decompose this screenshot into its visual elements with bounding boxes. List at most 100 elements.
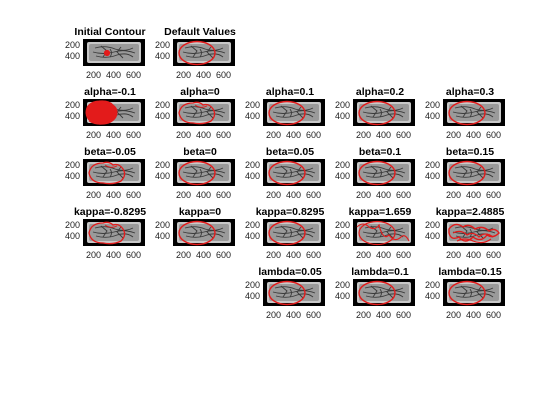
active-contour	[268, 100, 306, 126]
panel: kappa=1.659 200 400 200 400 600	[330, 206, 430, 274]
panel-title: beta=-0.05	[84, 146, 136, 158]
y-tick-label: 400	[154, 231, 170, 241]
object-texture	[272, 225, 316, 239]
active-contour	[268, 220, 306, 246]
object-texture	[272, 285, 316, 299]
panel: alpha=0.3 200 400 200 400 600	[420, 86, 520, 154]
panel-image	[173, 39, 235, 66]
object-texture	[272, 165, 316, 179]
object-texture	[182, 45, 226, 59]
x-tick-label: 200	[266, 310, 282, 320]
contour-image	[83, 39, 145, 66]
x-tick-label: 200	[356, 250, 372, 260]
x-tick-label: 600	[216, 190, 232, 200]
active-contour	[85, 100, 118, 125]
active-contour	[88, 221, 126, 245]
x-tick-label: 400	[376, 250, 392, 260]
x-tick-label: 600	[396, 250, 412, 260]
contour-image	[353, 219, 415, 246]
active-contour	[358, 100, 396, 126]
active-contour	[448, 100, 486, 126]
y-tick-label: 400	[244, 291, 260, 301]
contour-image	[83, 219, 145, 246]
active-contour	[448, 280, 486, 306]
panel: beta=0 200 400 200 400 600	[150, 146, 250, 214]
panel-title: kappa=0.8295	[255, 206, 325, 218]
x-tick-label: 600	[396, 190, 412, 200]
y-tick-label: 200	[334, 220, 350, 230]
object-texture	[92, 225, 136, 239]
x-tick-label: 200	[266, 130, 282, 140]
y-tick-label: 200	[154, 220, 170, 230]
x-tick-label: 600	[486, 130, 502, 140]
x-tick-label: 600	[216, 250, 232, 260]
y-tick-label: 200	[424, 160, 440, 170]
panel: kappa=-0.8295 200 400 200 400 600	[60, 206, 160, 274]
x-tick-label: 200	[446, 310, 462, 320]
panel-image	[83, 39, 145, 66]
panel-title: alpha=-0.1	[84, 86, 136, 98]
panel: alpha=0.2 200 400 200 400 600	[330, 86, 430, 154]
panel-image	[173, 159, 235, 186]
panel-image	[353, 99, 415, 126]
panel-title: alpha=0.1	[265, 86, 315, 98]
x-tick-label: 200	[176, 190, 192, 200]
y-tick-label: 400	[154, 111, 170, 121]
panel-image	[263, 279, 325, 306]
panel-image	[353, 159, 415, 186]
panel: beta=0.15 200 400 200 400 600	[420, 146, 520, 214]
panel: lambda=0.05 200 400 200 400 600	[240, 266, 340, 334]
x-tick-label: 600	[396, 130, 412, 140]
panel-image	[173, 99, 235, 126]
x-tick-label: 600	[396, 310, 412, 320]
x-tick-label: 200	[446, 250, 462, 260]
y-tick-label: 200	[334, 100, 350, 110]
x-tick-label: 200	[176, 250, 192, 260]
y-tick-label: 200	[424, 100, 440, 110]
x-tick-label: 400	[376, 130, 392, 140]
panel-title: lambda=0.05	[258, 266, 322, 278]
x-tick-label: 200	[86, 250, 102, 260]
x-tick-label: 600	[126, 70, 142, 80]
y-tick-label: 200	[334, 280, 350, 290]
x-tick-label: 600	[306, 250, 322, 260]
x-tick-label: 200	[356, 130, 372, 140]
panel-image	[83, 159, 145, 186]
object-texture	[182, 105, 226, 119]
x-tick-label: 400	[466, 130, 482, 140]
object-texture	[362, 285, 406, 299]
contour-image	[263, 99, 325, 126]
panel: lambda=0.15 200 400 200 400 600	[420, 266, 520, 334]
panel-title: beta=0.15	[445, 146, 495, 158]
panel: kappa=0 200 400 200 400 600	[150, 206, 250, 274]
y-tick-label: 400	[154, 51, 170, 61]
x-tick-label: 200	[86, 130, 102, 140]
y-tick-label: 200	[64, 40, 80, 50]
panel-title: kappa=-0.8295	[73, 206, 147, 218]
contour-image	[263, 159, 325, 186]
x-tick-label: 400	[106, 250, 122, 260]
x-tick-label: 400	[286, 250, 302, 260]
x-tick-label: 400	[376, 310, 392, 320]
object-texture	[452, 165, 496, 179]
y-tick-label: 400	[424, 171, 440, 181]
active-contour	[268, 280, 306, 306]
object-texture	[362, 105, 406, 119]
object-texture	[362, 165, 406, 179]
x-tick-label: 600	[126, 190, 142, 200]
contour-image	[173, 219, 235, 246]
panel: beta=0.05 200 400 200 400 600	[240, 146, 340, 214]
y-tick-label: 200	[64, 160, 80, 170]
object-texture	[182, 225, 226, 239]
panel-title: alpha=0.2	[355, 86, 405, 98]
x-tick-label: 400	[106, 130, 122, 140]
x-tick-label: 600	[306, 130, 322, 140]
object-texture	[452, 105, 496, 119]
panel-image	[173, 219, 235, 246]
y-tick-label: 200	[154, 40, 170, 50]
x-tick-label: 600	[486, 190, 502, 200]
active-contour	[448, 223, 500, 244]
y-tick-label: 400	[244, 171, 260, 181]
x-tick-label: 600	[216, 130, 232, 140]
x-tick-label: 200	[446, 190, 462, 200]
